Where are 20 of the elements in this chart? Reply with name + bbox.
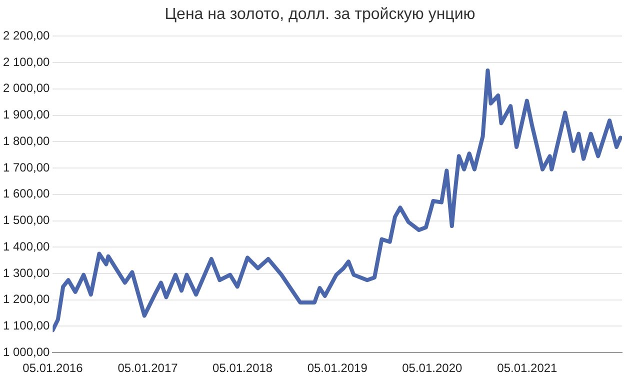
y-tick-label: 2 000,00: [2, 81, 50, 96]
x-tick-label: 05.01.2019: [307, 361, 368, 376]
y-tick-label: 1 800,00: [2, 134, 50, 148]
x-tick-label: 05.01.2021: [497, 361, 558, 376]
y-tick-label: 1 000,00: [2, 344, 50, 359]
x-tick-label: 05.01.2020: [402, 361, 463, 376]
y-tick-label: 1 600,00: [2, 186, 50, 201]
x-tick-label: 05.01.2018: [212, 361, 273, 376]
y-tick-label: 1 500,00: [2, 213, 50, 228]
y-tick-label: 2 100,00: [2, 54, 50, 69]
y-tick-label: 1 400,00: [2, 239, 50, 254]
y-tick-label: 1 200,00: [2, 292, 50, 306]
y-tick-label: 2 200,00: [2, 28, 50, 43]
x-tick-label: 05.01.2016: [22, 361, 84, 376]
y-tick-label: 1 700,00: [2, 160, 50, 174]
chart-title: Цена на золото, долл. за тройскую унцию: [164, 5, 476, 25]
x-tick-label: 05.01.2017: [118, 361, 178, 376]
y-tick-label: 1 100,00: [2, 318, 50, 333]
y-tick-label: 1 900,00: [2, 108, 50, 122]
y-tick-label: 1 300,00: [2, 266, 50, 280]
